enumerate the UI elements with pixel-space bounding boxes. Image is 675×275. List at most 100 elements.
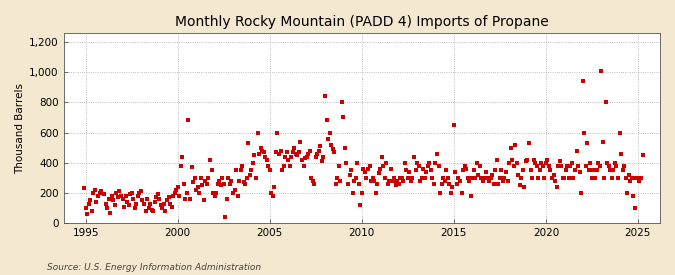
Point: [109, 203, 120, 207]
Point: [292, 153, 303, 157]
Point: [596, 68, 607, 73]
Point: [203, 176, 214, 180]
Point: [174, 194, 185, 198]
Point: [180, 197, 191, 201]
Point: [153, 192, 163, 197]
Point: [529, 158, 539, 162]
Point: [478, 179, 489, 183]
Point: [634, 179, 645, 183]
Point: [206, 168, 217, 172]
Point: [140, 209, 151, 213]
Point: [294, 150, 304, 154]
Point: [317, 159, 327, 163]
Point: [543, 164, 554, 168]
Point: [237, 164, 248, 168]
Point: [194, 191, 205, 195]
Point: [122, 200, 132, 204]
Point: [306, 176, 317, 180]
Point: [623, 173, 634, 177]
Point: [429, 182, 439, 186]
Point: [176, 164, 186, 168]
Point: [313, 148, 324, 153]
Point: [484, 179, 495, 183]
Point: [362, 167, 373, 171]
Point: [172, 185, 183, 189]
Point: [108, 198, 119, 203]
Point: [385, 167, 396, 171]
Point: [536, 161, 547, 165]
Point: [396, 176, 407, 180]
Point: [221, 197, 232, 201]
Point: [406, 179, 416, 183]
Point: [143, 206, 154, 210]
Point: [452, 182, 462, 186]
Point: [92, 194, 103, 198]
Point: [424, 161, 435, 165]
Point: [324, 130, 335, 135]
Point: [510, 142, 520, 147]
Point: [205, 158, 215, 162]
Point: [416, 176, 427, 180]
Point: [366, 179, 377, 183]
Point: [531, 164, 542, 168]
Point: [488, 182, 499, 186]
Point: [126, 191, 137, 195]
Point: [161, 198, 172, 203]
Point: [136, 189, 146, 194]
Point: [90, 188, 101, 192]
Point: [290, 152, 301, 156]
Point: [456, 191, 467, 195]
Point: [533, 176, 543, 180]
Point: [254, 152, 265, 156]
Point: [558, 176, 568, 180]
Point: [453, 176, 464, 180]
Point: [571, 148, 582, 153]
Point: [431, 152, 442, 156]
Point: [103, 197, 114, 201]
Point: [323, 136, 333, 141]
Point: [505, 145, 516, 150]
Point: [395, 176, 406, 180]
Y-axis label: Thousand Barrels: Thousand Barrels: [15, 82, 25, 174]
Point: [189, 176, 200, 180]
Point: [547, 176, 558, 180]
Point: [231, 168, 242, 172]
Point: [559, 176, 570, 180]
Point: [340, 145, 350, 150]
Point: [125, 192, 136, 197]
Point: [379, 176, 390, 180]
Point: [332, 176, 343, 180]
Point: [217, 176, 227, 180]
Point: [476, 176, 487, 180]
Point: [154, 197, 165, 201]
Point: [614, 130, 625, 135]
Point: [468, 168, 479, 172]
Point: [283, 158, 294, 162]
Point: [467, 176, 478, 180]
Point: [202, 182, 213, 186]
Point: [577, 79, 588, 83]
Point: [131, 201, 142, 206]
Point: [355, 203, 366, 207]
Text: Source: U.S. Energy Information Administration: Source: U.S. Energy Information Administ…: [47, 263, 261, 272]
Point: [442, 176, 453, 180]
Point: [566, 161, 577, 165]
Point: [430, 161, 441, 165]
Point: [312, 152, 323, 156]
Point: [211, 191, 221, 195]
Point: [91, 200, 102, 204]
Point: [402, 176, 413, 180]
Point: [321, 118, 332, 123]
Point: [479, 176, 490, 180]
Point: [535, 168, 545, 172]
Point: [435, 191, 446, 195]
Point: [130, 206, 140, 210]
Title: Monthly Rocky Mountain (PADD 4) Imports of Propane: Monthly Rocky Mountain (PADD 4) Imports …: [175, 15, 549, 29]
Point: [244, 173, 255, 177]
Point: [226, 179, 237, 183]
Point: [259, 150, 269, 154]
Point: [105, 210, 115, 215]
Point: [583, 168, 594, 172]
Point: [114, 189, 125, 194]
Point: [444, 182, 455, 186]
